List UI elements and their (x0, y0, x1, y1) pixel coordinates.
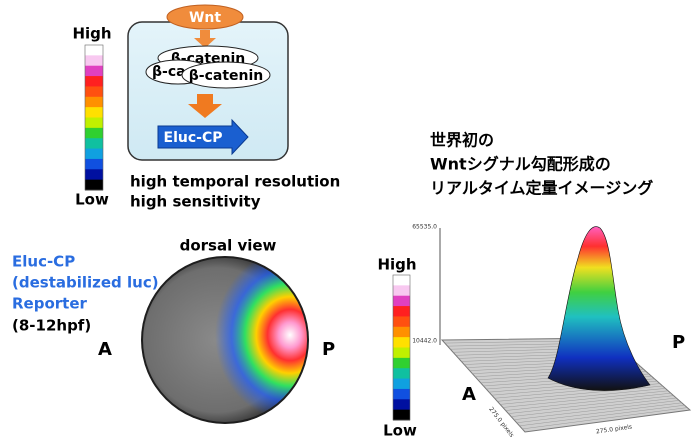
reporter-text: (8-12hpf) (12, 317, 91, 335)
colorbar-step (85, 128, 103, 139)
headline: リアルタイム定量イメージング (430, 179, 653, 198)
colorbar-step (393, 348, 410, 359)
colorbar-step (85, 180, 103, 191)
colorbar-step (85, 107, 103, 118)
colorbar-step (85, 55, 103, 66)
catenin-label: β-catenin (189, 68, 264, 84)
colorbar-step (393, 306, 410, 317)
colorbar (85, 45, 103, 191)
reporter-text: (destabilized luc) (12, 274, 159, 292)
colorbar-step (393, 296, 410, 307)
view-label: dorsal view (180, 237, 277, 255)
colorbar-step (85, 45, 103, 56)
colorbar-step (85, 97, 103, 108)
surface-peak (548, 227, 650, 391)
colorbar-step (85, 76, 103, 87)
colorbar-step (393, 399, 410, 410)
colorbar-step (393, 358, 410, 369)
wnt-label: Wnt (189, 10, 221, 26)
axis-label: 275.0 pixels (596, 423, 633, 435)
colorbar-low: Low (75, 191, 109, 209)
axis-label: A (98, 339, 112, 360)
reporter-text: Eluc-CP (12, 253, 75, 271)
axis-label: A (462, 384, 476, 405)
z-max: 65535.0 (412, 224, 437, 231)
colorbar-step (85, 66, 103, 77)
colorbar-step (393, 379, 410, 390)
colorbar-step (393, 275, 410, 286)
colorbar-step (393, 410, 410, 421)
colorbar-step (393, 337, 410, 348)
colorbar-step (85, 86, 103, 97)
colorbar-high: High (72, 25, 111, 43)
z-min: 10442.0 (412, 338, 437, 345)
colorbar-step (85, 118, 103, 129)
headline: Wntシグナル勾配形成の (430, 155, 611, 174)
feature: high temporal resolution (130, 173, 340, 191)
reporter-label: Eluc-CP (164, 130, 223, 146)
headline: 世界初の (430, 131, 494, 150)
colorbar-step (85, 149, 103, 160)
axis-label: P (672, 332, 685, 353)
colorbar-step (393, 327, 410, 338)
catenin-label: β-ca (152, 64, 186, 80)
colorbar-step (85, 169, 103, 180)
colorbar-step (393, 368, 410, 379)
colorbar-low: Low (383, 422, 417, 438)
colorbar-high: High (377, 256, 416, 274)
heatmap (215, 250, 365, 420)
axis-label: P (322, 339, 335, 360)
figure: High Low Wnt β-catenin β-ca β-catenin El… (0, 0, 692, 438)
colorbar-step (393, 285, 410, 296)
colorbar-step (85, 159, 103, 170)
colorbar-step (393, 316, 410, 327)
feature: high sensitivity (130, 193, 261, 211)
colorbar (393, 275, 410, 421)
reporter-text: Reporter (12, 295, 88, 313)
colorbar-step (393, 389, 410, 400)
colorbar-step (85, 138, 103, 149)
